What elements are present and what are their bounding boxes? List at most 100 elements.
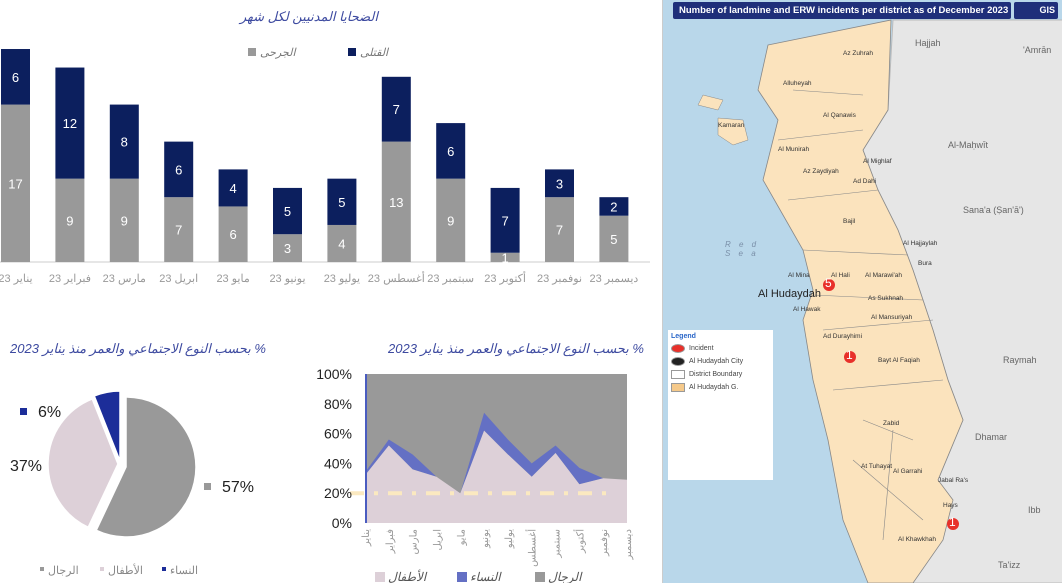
district-label: Al Hawak — [793, 306, 821, 313]
legend-title: Legend — [671, 333, 696, 340]
bar-data-label: 5 — [338, 195, 345, 210]
y-tick-label: 80% — [324, 396, 352, 412]
district-label: Alluheyah — [783, 80, 812, 87]
map-shapes — [697, 19, 1062, 583]
district-label: As Sukhnah — [868, 295, 904, 302]
bar-data-label: 6 — [229, 227, 236, 242]
x-tick-label: مايو 23 — [216, 273, 249, 285]
sea-label: R e d S e a — [725, 240, 760, 258]
x-tick-label: نوفمبر 23 — [537, 273, 582, 285]
region-label: Ta'izz — [998, 560, 1021, 570]
legend-swatch — [40, 567, 44, 571]
bar-data-label: 7 — [393, 102, 400, 117]
district-label: Jabal Ra's — [938, 477, 969, 484]
district-label: Hays — [943, 502, 958, 509]
children-area — [365, 430, 627, 523]
label-swatch — [204, 483, 211, 490]
bar-data-label: 6 — [12, 70, 19, 85]
bar-data-label: 8 — [121, 135, 128, 150]
x-tick-label: ابريل — [432, 529, 443, 550]
pie-slice — [47, 397, 119, 529]
region-label: Hajjah — [915, 38, 941, 48]
district-label: Al Garrahi — [893, 468, 923, 475]
legend-swatch — [671, 383, 685, 392]
district-label: Kamaran — [718, 122, 745, 129]
gis-logo: GIS — [1014, 2, 1058, 19]
x-tick-label: نوفمبر — [599, 529, 610, 557]
region-label: 'Amrān — [1023, 45, 1052, 55]
bar-injured — [55, 178, 85, 262]
city-label: Al Hudaydah — [758, 288, 821, 300]
incident-count: 5 — [825, 276, 832, 290]
bar-injured — [381, 141, 411, 262]
legend-label: الأطفال — [108, 563, 143, 577]
bar-injured — [436, 178, 466, 262]
bar-killed — [436, 123, 466, 179]
legend-swatch — [671, 357, 685, 366]
pie-chart-title: % بحسب النوع الاجتماعي والعمر منذ يناير … — [10, 341, 266, 356]
legend-swatch — [100, 567, 104, 571]
bar-data-label: 12 — [63, 116, 77, 131]
district-label: Al Mina — [788, 272, 810, 279]
legend-item: Al Hudaydah City — [671, 357, 770, 366]
pie-slice — [95, 396, 197, 538]
district-label: Az Zuhrah — [843, 50, 873, 57]
x-tick-label: ابريل 23 — [159, 273, 198, 285]
x-tick-label: أكتوبر 23 — [484, 271, 526, 285]
legend-swatch — [375, 572, 385, 582]
bar-killed — [599, 197, 629, 216]
bar-injured — [218, 206, 248, 262]
bar-injured — [545, 197, 574, 262]
region-label: Sana'a (Ṣan'ā') — [963, 205, 1024, 215]
district-label: Al Mighlaf — [863, 158, 892, 165]
legend-label: النساء — [170, 565, 198, 577]
legend-label: القتلى — [360, 47, 390, 59]
legend-swatch — [671, 344, 685, 353]
x-tick-label: أكتوبر — [573, 529, 586, 554]
bar-data-label: 5 — [284, 204, 291, 219]
legend-swatch — [671, 370, 685, 379]
bar-data-label: 6 — [447, 144, 454, 159]
district-label: Az Zaydiyah — [803, 168, 839, 175]
bar-injured — [599, 215, 629, 262]
incident-map: Number of landmine and ERW incidents per… — [662, 0, 1062, 583]
legend-label: النساء — [470, 570, 502, 583]
legend-label: الجرحى — [260, 47, 297, 59]
y-tick-label: 60% — [324, 426, 352, 442]
legend-item: Incident — [671, 344, 770, 353]
pie-data-label: 57% — [222, 479, 254, 496]
legend-label: Al Hudaydah G. — [689, 384, 739, 391]
region-label: Raymah — [1003, 355, 1037, 365]
map-legend: Legend Incident Al Hudaydah City District … — [668, 330, 773, 480]
bar-killed — [55, 67, 85, 179]
district-label: Bayt Al Faqiah — [878, 357, 920, 364]
y-tick-label: 100% — [316, 366, 352, 382]
x-tick-label: سبتمبر 23 — [427, 273, 474, 285]
bar-killed — [109, 104, 139, 179]
legend-label: Incident — [689, 345, 714, 352]
bar-injured — [164, 197, 194, 262]
bar-data-label: 4 — [338, 236, 345, 251]
legend-label: الأطفال — [388, 569, 428, 583]
district-label: Ad Dahi — [853, 178, 877, 185]
legend-swatch — [535, 572, 545, 582]
bar-data-label: 7 — [501, 213, 508, 228]
legend-label: الرجال — [548, 570, 583, 583]
bar-killed — [381, 76, 411, 142]
x-tick-label: يوليو — [504, 529, 515, 549]
y-tick-label: 40% — [324, 455, 352, 471]
region-label: Al-Maḥwīt — [948, 140, 989, 150]
bar-data-label: 3 — [556, 176, 563, 191]
district-label: Al Munirah — [778, 146, 810, 153]
x-tick-label: مايو — [456, 529, 467, 546]
district-label: Bura — [918, 260, 932, 267]
region-label: Ibb — [1028, 505, 1041, 515]
bar-data-label: 9 — [66, 213, 73, 228]
legend-label: District Boundary — [689, 371, 743, 378]
bar-killed — [164, 141, 194, 198]
pie-data-label: 6% — [38, 404, 61, 421]
bar-data-label: 7 — [175, 223, 182, 238]
bar-data-label: 7 — [556, 223, 563, 238]
pie-data-label: 37% — [10, 458, 42, 475]
